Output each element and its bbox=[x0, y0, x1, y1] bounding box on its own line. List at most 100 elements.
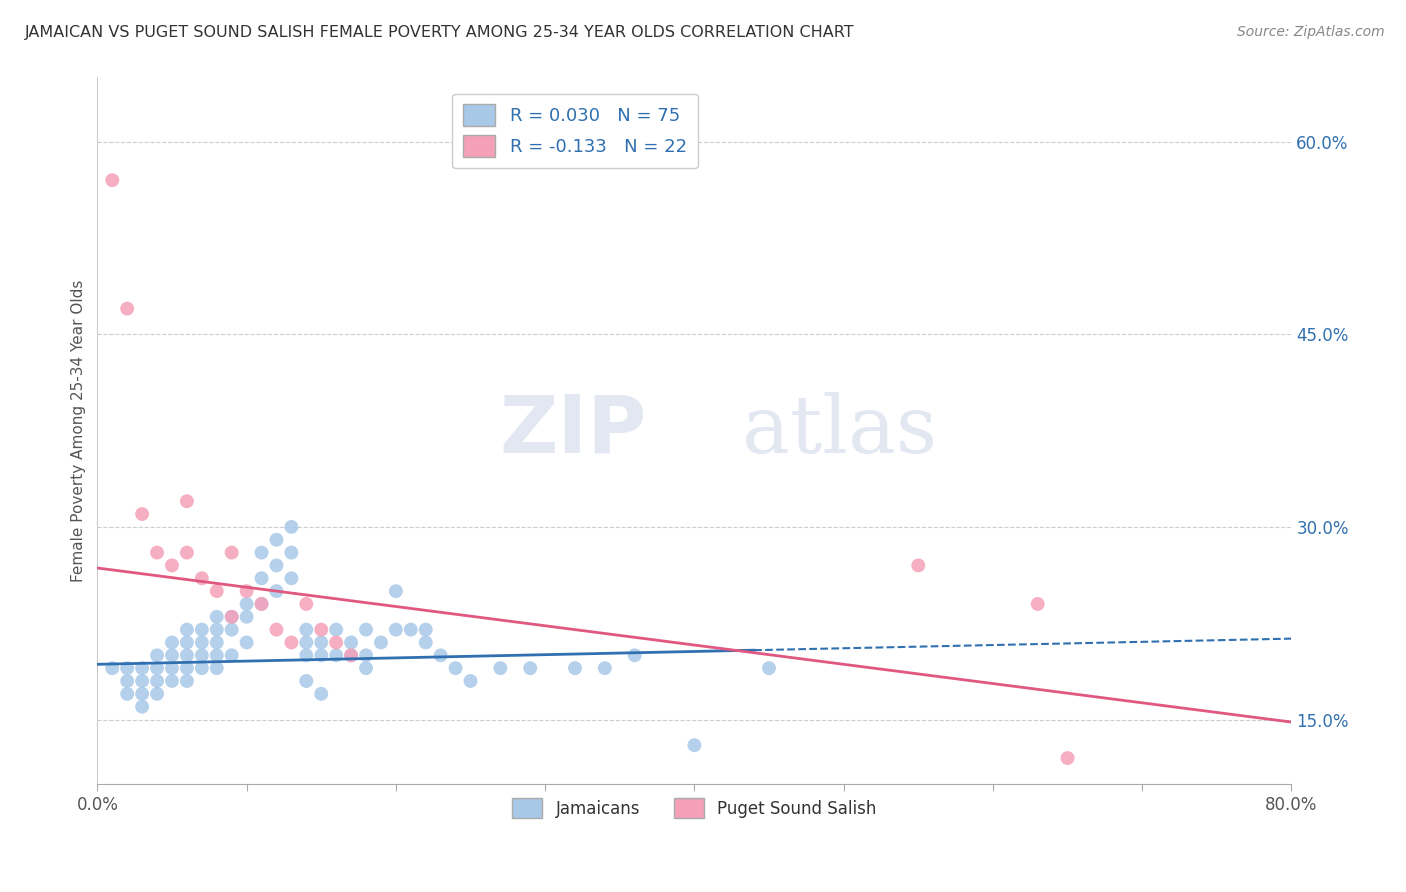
Point bbox=[250, 597, 273, 611]
Point bbox=[205, 623, 228, 637]
Point bbox=[115, 687, 138, 701]
Point bbox=[160, 673, 183, 688]
Legend: Jamaicans, Puget Sound Salish: Jamaicans, Puget Sound Salish bbox=[506, 791, 883, 825]
Point bbox=[176, 545, 198, 559]
Point bbox=[191, 661, 214, 675]
Point bbox=[205, 609, 228, 624]
Point bbox=[235, 584, 257, 599]
Point bbox=[623, 648, 645, 663]
Point bbox=[191, 623, 214, 637]
Point bbox=[564, 661, 586, 675]
Point bbox=[325, 648, 347, 663]
Point bbox=[266, 623, 288, 637]
Point bbox=[131, 507, 153, 521]
Point bbox=[146, 648, 169, 663]
Point bbox=[295, 623, 318, 637]
Point bbox=[593, 661, 616, 675]
Point bbox=[444, 661, 467, 675]
Point bbox=[415, 635, 437, 649]
Point bbox=[101, 173, 124, 187]
Text: atlas: atlas bbox=[742, 392, 938, 469]
Point bbox=[907, 558, 929, 573]
Point bbox=[385, 584, 408, 599]
Point bbox=[250, 545, 273, 559]
Point bbox=[325, 635, 347, 649]
Point bbox=[131, 699, 153, 714]
Point bbox=[340, 635, 363, 649]
Point bbox=[309, 623, 332, 637]
Point bbox=[221, 648, 243, 663]
Y-axis label: Female Poverty Among 25-34 Year Olds: Female Poverty Among 25-34 Year Olds bbox=[72, 279, 86, 582]
Point bbox=[399, 623, 422, 637]
Point bbox=[205, 661, 228, 675]
Point bbox=[489, 661, 512, 675]
Point bbox=[758, 661, 780, 675]
Point bbox=[205, 635, 228, 649]
Point bbox=[235, 597, 257, 611]
Point bbox=[309, 635, 332, 649]
Point bbox=[340, 648, 363, 663]
Point bbox=[160, 661, 183, 675]
Point bbox=[131, 661, 153, 675]
Point bbox=[354, 661, 377, 675]
Point bbox=[205, 584, 228, 599]
Point bbox=[266, 584, 288, 599]
Point bbox=[250, 597, 273, 611]
Point bbox=[115, 301, 138, 316]
Point bbox=[176, 635, 198, 649]
Point bbox=[354, 648, 377, 663]
Point bbox=[519, 661, 541, 675]
Point bbox=[415, 623, 437, 637]
Point bbox=[295, 648, 318, 663]
Point bbox=[115, 673, 138, 688]
Point bbox=[131, 687, 153, 701]
Point bbox=[683, 738, 706, 752]
Point bbox=[221, 609, 243, 624]
Point bbox=[221, 545, 243, 559]
Point bbox=[295, 635, 318, 649]
Point bbox=[221, 623, 243, 637]
Point bbox=[295, 673, 318, 688]
Point bbox=[295, 597, 318, 611]
Point bbox=[205, 648, 228, 663]
Point bbox=[191, 571, 214, 585]
Text: JAMAICAN VS PUGET SOUND SALISH FEMALE POVERTY AMONG 25-34 YEAR OLDS CORRELATION : JAMAICAN VS PUGET SOUND SALISH FEMALE PO… bbox=[25, 25, 855, 40]
Point bbox=[266, 533, 288, 547]
Point bbox=[131, 673, 153, 688]
Point bbox=[160, 558, 183, 573]
Point bbox=[280, 571, 302, 585]
Point bbox=[460, 673, 482, 688]
Point bbox=[385, 623, 408, 637]
Point bbox=[146, 687, 169, 701]
Point bbox=[115, 661, 138, 675]
Point bbox=[1056, 751, 1078, 765]
Point bbox=[221, 609, 243, 624]
Point bbox=[429, 648, 451, 663]
Point bbox=[309, 687, 332, 701]
Point bbox=[266, 558, 288, 573]
Text: Source: ZipAtlas.com: Source: ZipAtlas.com bbox=[1237, 25, 1385, 39]
Point bbox=[354, 623, 377, 637]
Text: ZIP: ZIP bbox=[499, 392, 647, 469]
Point bbox=[280, 520, 302, 534]
Point bbox=[176, 623, 198, 637]
Point bbox=[191, 635, 214, 649]
Point bbox=[235, 635, 257, 649]
Point bbox=[176, 673, 198, 688]
Point bbox=[325, 623, 347, 637]
Point bbox=[340, 648, 363, 663]
Point bbox=[235, 609, 257, 624]
Point bbox=[160, 635, 183, 649]
Point bbox=[176, 494, 198, 508]
Point bbox=[250, 571, 273, 585]
Point bbox=[101, 661, 124, 675]
Point bbox=[176, 648, 198, 663]
Point bbox=[146, 661, 169, 675]
Point bbox=[280, 545, 302, 559]
Point bbox=[280, 635, 302, 649]
Point bbox=[146, 673, 169, 688]
Point bbox=[1026, 597, 1049, 611]
Point bbox=[309, 648, 332, 663]
Point bbox=[370, 635, 392, 649]
Point bbox=[160, 648, 183, 663]
